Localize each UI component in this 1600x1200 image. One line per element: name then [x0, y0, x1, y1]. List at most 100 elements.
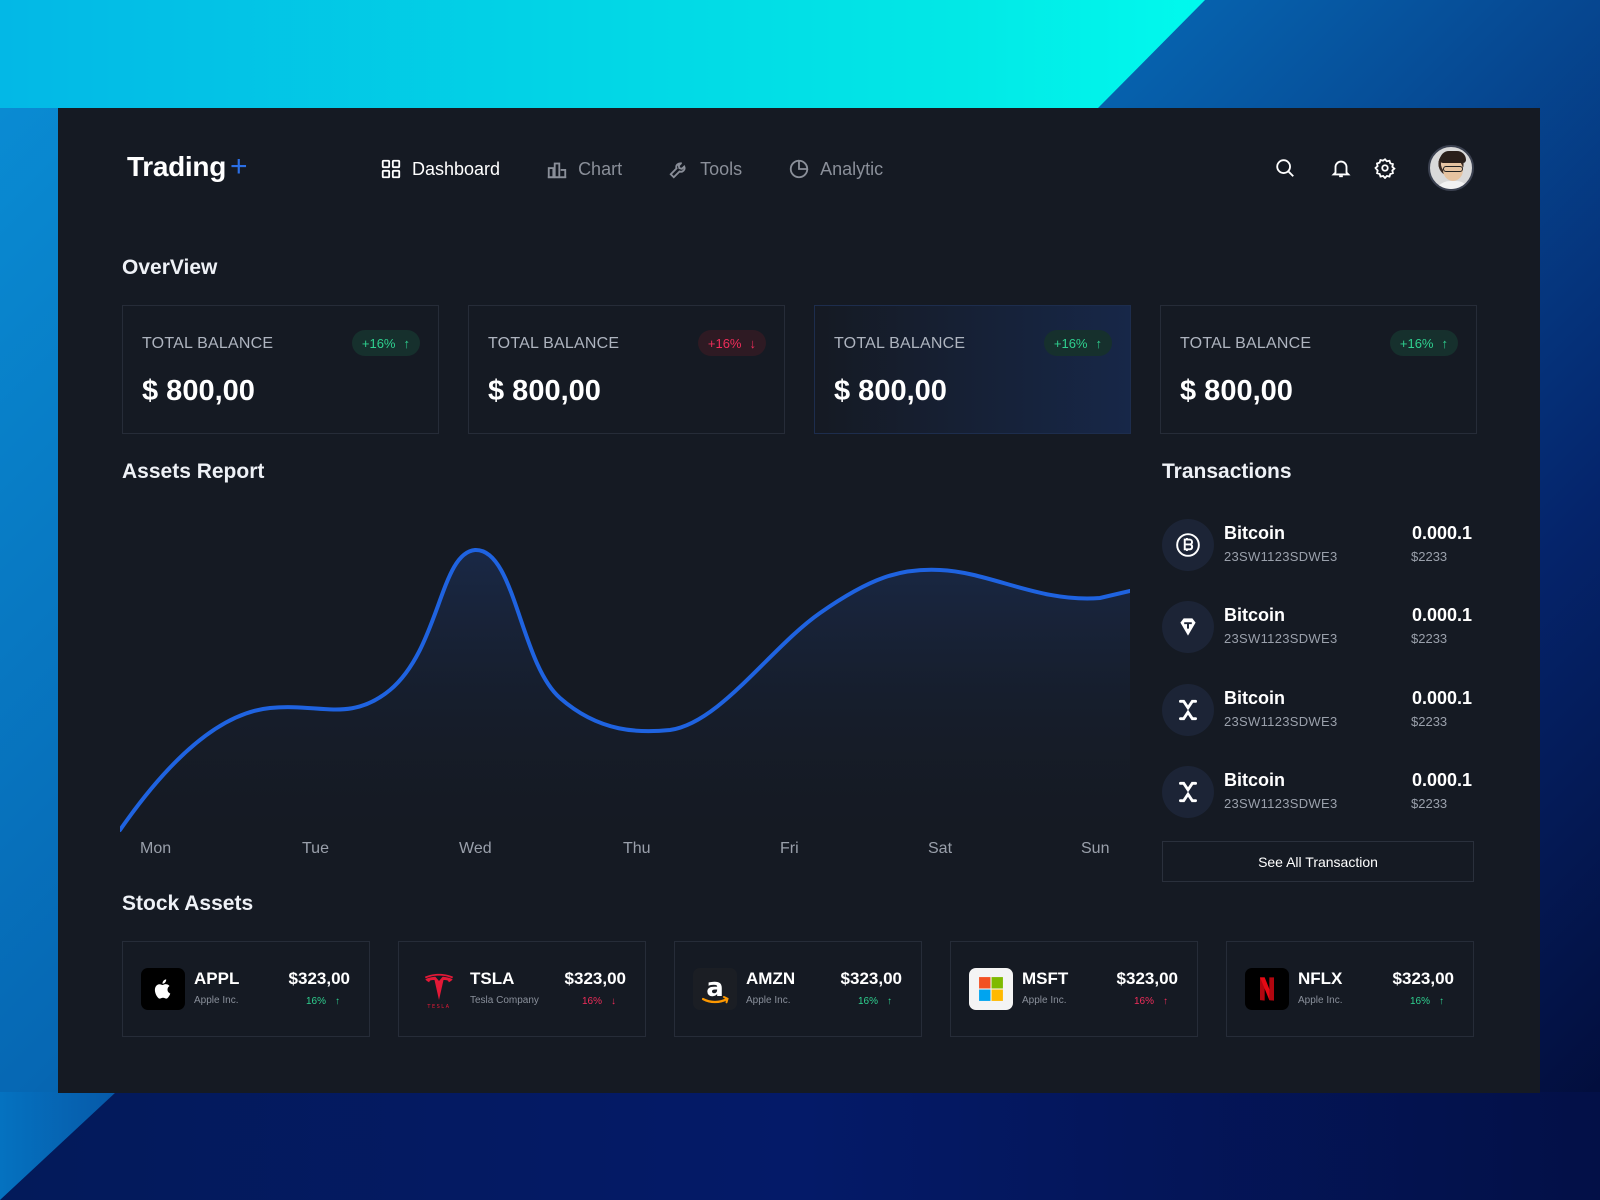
stock-price: $323,00: [840, 969, 902, 988]
notifications-button[interactable]: [1328, 155, 1354, 181]
app-logo[interactable]: Trading +: [127, 150, 248, 184]
wrench-icon: [669, 162, 686, 179]
nav-tools[interactable]: Tools: [668, 154, 742, 184]
tx-amount: 0.000.1: [1411, 770, 1472, 790]
app-window: Trading + Dashboard Chart Tools Analytic: [58, 108, 1540, 1093]
transaction-row[interactable]: Bitcoin 23SW1123SDWE3 0.000.1 $2233: [1162, 766, 1472, 822]
stock-price: $323,00: [1392, 969, 1454, 988]
tx-name: Bitcoin: [1224, 688, 1285, 708]
nav-dashboard-label: Dashboard: [412, 158, 501, 179]
netflix-logo-icon: [1245, 968, 1289, 1010]
stock-card-tsla[interactable]: TESLA TSLA Tesla Company $323,00 16% ↓: [398, 941, 646, 1037]
change-badge: +16% ↑: [351, 330, 420, 356]
arrow-up-icon: ↑: [1095, 335, 1103, 351]
stock-change: 16% ↓: [582, 996, 616, 1007]
settings-button[interactable]: [1372, 155, 1398, 181]
stock-company: Tesla Company: [470, 995, 539, 1006]
stock-change-value: 16%: [581, 996, 602, 1007]
stock-symbol: AMZN: [746, 969, 796, 988]
tx-amount: 0.000.1: [1411, 523, 1472, 543]
card-value: $ 800,00: [1180, 375, 1293, 407]
bar-chart-icon: [547, 162, 567, 179]
stock-card-msft[interactable]: MSFT Apple Inc. $323,00 16% ↑: [950, 941, 1198, 1037]
microsoft-logo-icon: [969, 968, 1013, 1010]
apple-logo-icon: [141, 968, 185, 1010]
tx-amount: 0.000.1: [1411, 688, 1472, 708]
assets-report-title: Assets Report: [122, 460, 265, 483]
assets-line-chart: [120, 547, 1130, 832]
svg-text:a: a: [706, 973, 724, 1003]
tx-amount: 0.000.1: [1411, 605, 1472, 625]
x-token-icon: [1162, 684, 1214, 736]
stock-assets-title: Stock Assets: [122, 892, 254, 915]
change-badge: +16% ↓: [697, 330, 766, 356]
stock-change-value: 16%: [1133, 996, 1154, 1007]
tx-usd: $2233: [1411, 549, 1448, 564]
stock-symbol: APPL: [194, 969, 240, 988]
stock-price: $323,00: [1116, 969, 1178, 988]
x-tick-label: Tue: [302, 840, 329, 857]
nav-analytic[interactable]: Analytic: [788, 154, 883, 184]
grid-icon: [381, 159, 401, 179]
balance-card[interactable]: TOTAL BALANCE +16% ↓ $ 800,00: [468, 305, 785, 434]
stock-price: $323,00: [564, 969, 626, 988]
tx-name: Bitcoin: [1224, 605, 1285, 625]
stock-change: 16% ↑: [858, 996, 892, 1007]
arrow-up-icon: ↑: [887, 996, 892, 1007]
x-tick-label: Thu: [623, 840, 651, 857]
change-value: +16%: [707, 335, 742, 351]
tx-id: 23SW1123SDWE3: [1224, 714, 1338, 729]
change-badge: +16% ↑: [1389, 330, 1458, 356]
card-label: TOTAL BALANCE: [834, 335, 966, 352]
transactions-title: Transactions: [1162, 460, 1292, 483]
stock-company: Apple Inc.: [746, 995, 791, 1006]
change-badge: +16% ↑: [1043, 330, 1112, 356]
stock-card-amzn[interactable]: a AMZN Apple Inc. $323,00 16% ↑: [674, 941, 922, 1037]
stock-price: $323,00: [288, 969, 350, 988]
arrow-up-icon: ↑: [403, 335, 411, 351]
stock-company: Apple Inc.: [1298, 995, 1343, 1006]
stock-change-value: 16%: [305, 996, 326, 1007]
arrow-down-icon: ↓: [749, 335, 757, 351]
user-avatar[interactable]: [1428, 145, 1474, 191]
x-tick-label: Mon: [140, 840, 172, 857]
search-button[interactable]: [1272, 155, 1298, 181]
transaction-row[interactable]: Bitcoin 23SW1123SDWE3 0.000.1 $2233: [1162, 601, 1472, 657]
balance-card[interactable]: TOTAL BALANCE +16% ↑ $ 800,00: [1160, 305, 1477, 434]
arrow-up-icon: ↑: [1163, 996, 1168, 1007]
balance-card-selected[interactable]: TOTAL BALANCE +16% ↑ $ 800,00: [814, 305, 1131, 434]
nav-chart-label: Chart: [578, 158, 623, 179]
tx-usd: $2233: [1411, 714, 1448, 729]
gear-icon: [1374, 158, 1396, 179]
stock-symbol: MSFT: [1022, 969, 1069, 988]
tesla-logo-icon: TESLA: [417, 968, 461, 1010]
card-label: TOTAL BALANCE: [488, 335, 620, 352]
svg-text:TESLA: TESLA: [426, 1004, 450, 1010]
card-value: $ 800,00: [142, 375, 255, 407]
card-label: TOTAL BALANCE: [1180, 335, 1312, 352]
arrow-up-icon: ↑: [335, 996, 340, 1007]
see-all-transactions-button[interactable]: See All Transaction: [1162, 841, 1474, 882]
search-icon: [1276, 159, 1294, 177]
logo-plus: +: [230, 150, 248, 183]
balance-card[interactable]: TOTAL BALANCE +16% ↑ $ 800,00: [122, 305, 439, 434]
pie-chart-icon: [789, 159, 809, 179]
stock-card-nflx[interactable]: NFLX Apple Inc. $323,00 16% ↑: [1226, 941, 1474, 1037]
stock-card-appl[interactable]: APPL Apple Inc. $323,00 16% ↑: [122, 941, 370, 1037]
tx-id: 23SW1123SDWE3: [1224, 631, 1338, 646]
tx-name: Bitcoin: [1224, 770, 1285, 790]
x-token-icon: [1162, 766, 1214, 818]
tx-usd: $2233: [1411, 631, 1448, 646]
tx-name: Bitcoin: [1224, 523, 1285, 543]
nav-analytic-label: Analytic: [820, 158, 884, 179]
nav-dashboard[interactable]: Dashboard: [380, 154, 500, 184]
bell-icon: [1331, 160, 1351, 178]
stock-company: Apple Inc.: [194, 995, 239, 1006]
transaction-row[interactable]: Bitcoin 23SW1123SDWE3 0.000.1 $2233: [1162, 684, 1472, 740]
nav-chart[interactable]: Chart: [546, 154, 622, 184]
arrow-down-icon: ↓: [611, 996, 616, 1007]
transaction-row[interactable]: Bitcoin 23SW1123SDWE3 0.000.1 $2233: [1162, 519, 1472, 575]
tx-id: 23SW1123SDWE3: [1224, 549, 1338, 564]
change-value: +16%: [1053, 335, 1088, 351]
card-value: $ 800,00: [834, 375, 947, 407]
